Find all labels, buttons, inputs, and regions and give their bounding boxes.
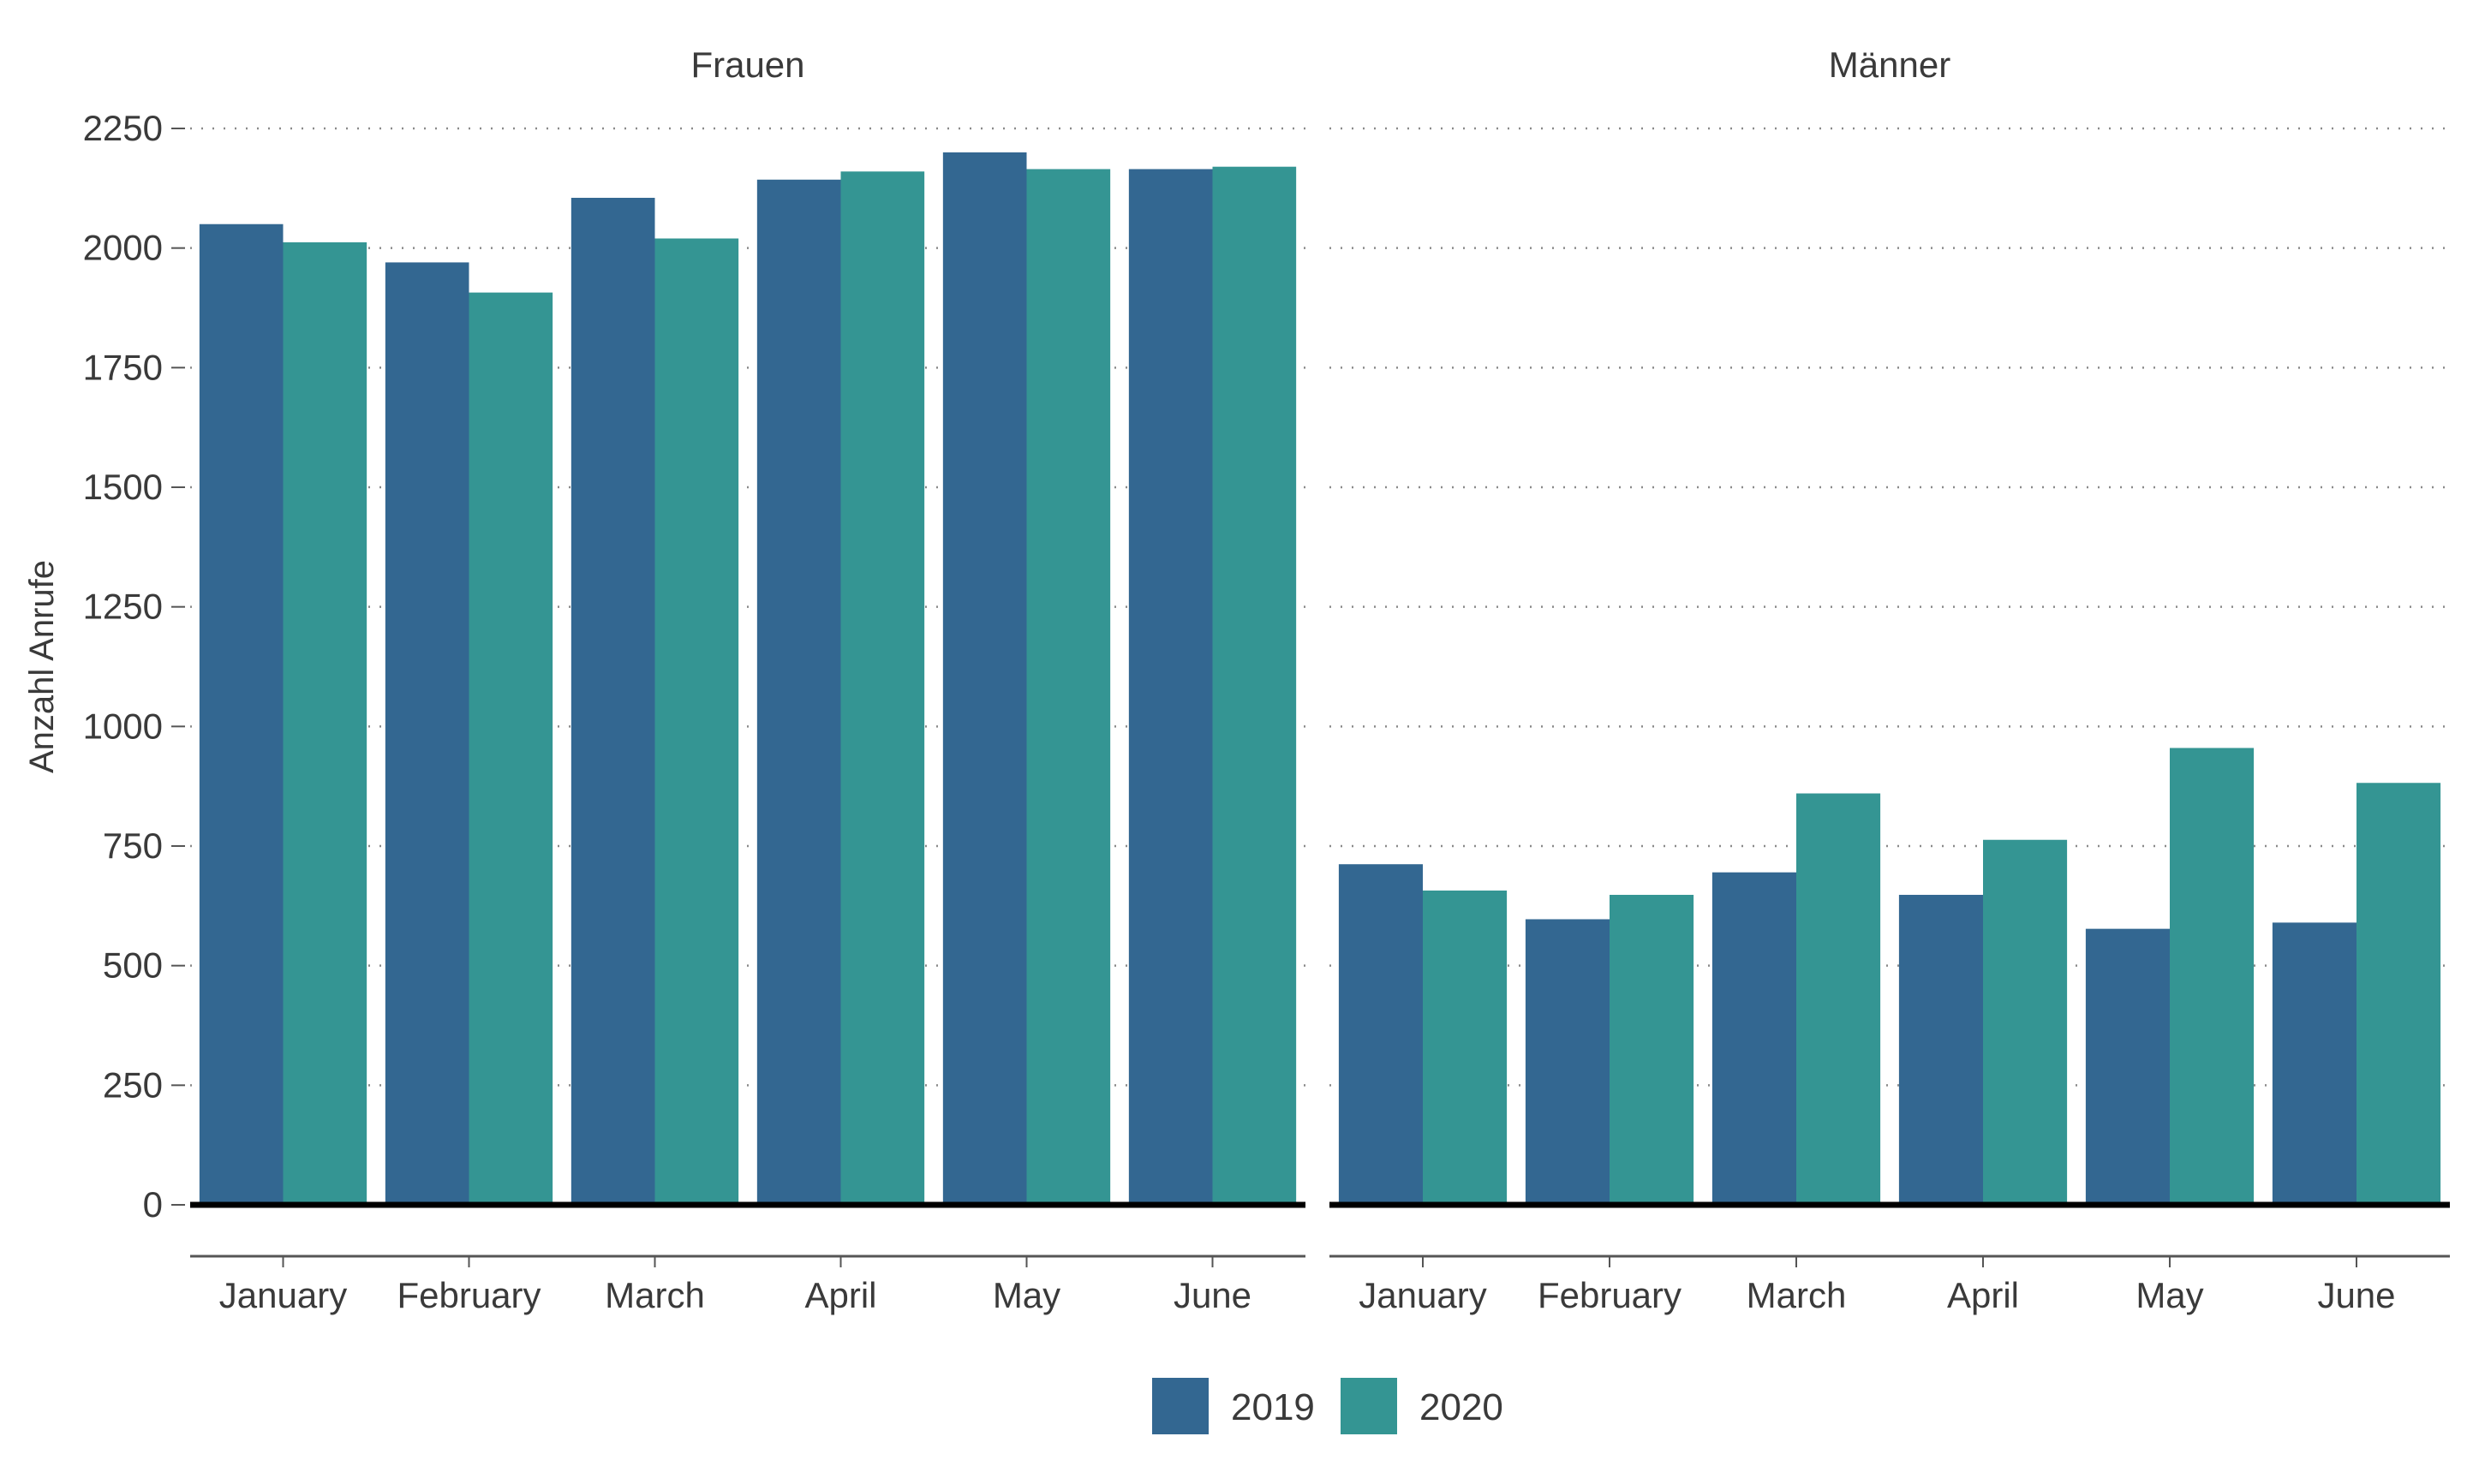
y-axis-title: Anzahl Anrufe xyxy=(23,560,61,773)
bar-mnner-february-2019 xyxy=(1525,919,1610,1205)
bar-mnner-march-2019 xyxy=(1711,872,1796,1205)
y-tick-label: 500 xyxy=(103,945,163,986)
bar-mnner-april-2019 xyxy=(1898,894,1983,1205)
x-tick-label: February xyxy=(1538,1275,1682,1315)
y-tick-label: 750 xyxy=(103,825,163,866)
bar-mnner-january-2020 xyxy=(1423,890,1508,1205)
bar-frauen-june-2019 xyxy=(1128,169,1213,1205)
bar-mnner-may-2020 xyxy=(2170,748,2255,1205)
bar-frauen-march-2019 xyxy=(570,198,655,1205)
y-tick-label: 1000 xyxy=(83,706,163,746)
x-tick-label: May xyxy=(2135,1275,2203,1315)
y-tick-label: 2250 xyxy=(83,108,163,148)
bar-frauen-january-2020 xyxy=(283,241,367,1206)
x-tick-label: April xyxy=(804,1275,876,1315)
x-tick-label: June xyxy=(1174,1275,1251,1315)
bar-mnner-march-2020 xyxy=(1796,793,1881,1205)
x-tick-label: January xyxy=(219,1275,347,1315)
bar-frauen-february-2020 xyxy=(469,292,553,1205)
legend-swatch-2020 xyxy=(1341,1378,1397,1434)
y-tick-label: 1750 xyxy=(83,347,163,387)
y-tick-label: 1500 xyxy=(83,467,163,507)
bar-mnner-june-2020 xyxy=(2356,783,2441,1205)
bar-frauen-april-2019 xyxy=(756,179,841,1205)
bar-frauen-february-2019 xyxy=(385,262,469,1206)
bar-frauen-may-2019 xyxy=(942,152,1027,1205)
bar-frauen-may-2020 xyxy=(1026,169,1111,1205)
y-tick-label: 250 xyxy=(103,1064,163,1105)
legend-label-2019: 2019 xyxy=(1231,1386,1315,1428)
facet-title: Frauen xyxy=(690,45,804,85)
bar-mnner-june-2019 xyxy=(2272,922,2356,1205)
bar-frauen-march-2020 xyxy=(654,238,739,1205)
x-tick-label: April xyxy=(1947,1275,2019,1315)
x-tick-label: May xyxy=(993,1275,1060,1315)
x-tick-label: February xyxy=(397,1275,541,1315)
x-tick-label: March xyxy=(605,1275,705,1315)
bar-mnner-april-2020 xyxy=(1983,839,2068,1205)
bar-frauen-april-2020 xyxy=(840,171,925,1205)
bar-mnner-may-2019 xyxy=(2085,928,2170,1205)
y-tick-label: 1250 xyxy=(83,587,163,627)
legend-label-2020: 2020 xyxy=(1419,1386,1503,1428)
x-tick-label: June xyxy=(2317,1275,2395,1315)
y-tick-label: 2000 xyxy=(83,228,163,268)
x-tick-label: March xyxy=(1747,1275,1847,1315)
bar-mnner-january-2019 xyxy=(1338,864,1423,1205)
x-tick-label: January xyxy=(1359,1275,1486,1315)
legend-swatch-2019 xyxy=(1152,1378,1209,1434)
bar-frauen-january-2019 xyxy=(199,223,284,1205)
bar-frauen-june-2020 xyxy=(1212,166,1297,1205)
bar-mnner-february-2020 xyxy=(1610,894,1694,1205)
facet-title: Männer xyxy=(1829,45,1950,85)
y-tick-label: 0 xyxy=(143,1184,163,1225)
